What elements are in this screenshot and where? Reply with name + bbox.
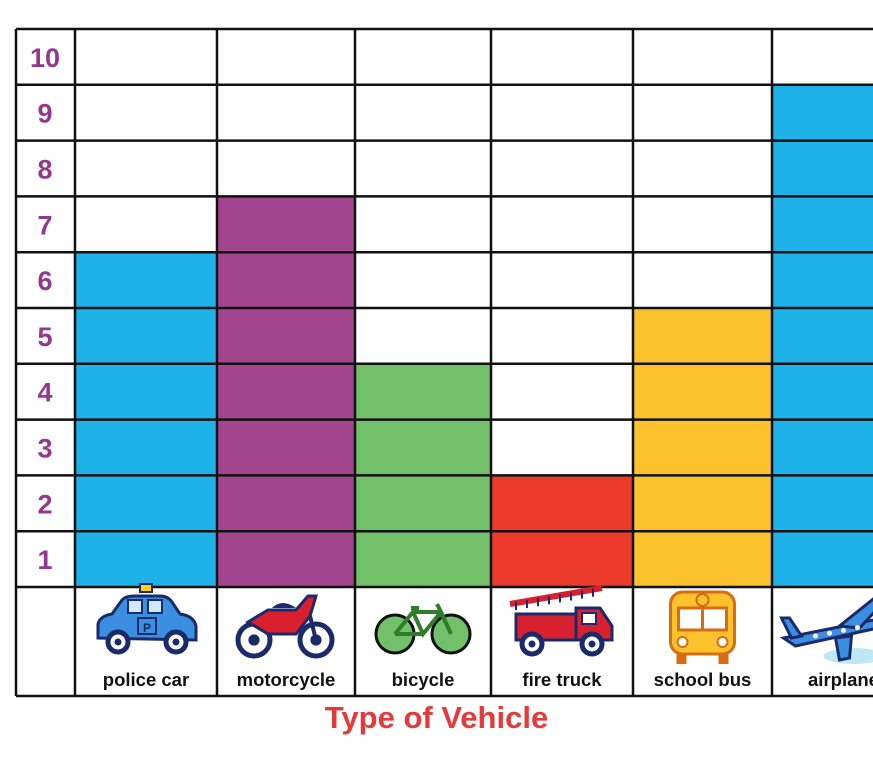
bar-airplane: [772, 85, 873, 587]
y-tick-label: 3: [37, 434, 52, 464]
y-tick-label: 6: [37, 266, 52, 296]
category-labels: police car motorcycle bicycle fire truck sch…: [103, 669, 873, 690]
y-tick-label: 5: [37, 322, 52, 352]
vehicle-icons: P: [98, 584, 873, 664]
school-bus-icon: [671, 592, 735, 664]
category-label: airplane: [808, 669, 873, 690]
category-label: police car: [103, 669, 189, 690]
category-label: bicycle: [392, 669, 455, 690]
y-tick-label: 4: [37, 378, 52, 408]
svg-text:P: P: [143, 621, 151, 635]
y-tick-label: 10: [30, 43, 60, 73]
airplane-icon: [782, 594, 873, 664]
y-tick-label: 9: [37, 99, 52, 129]
category-label: motorcycle: [237, 669, 336, 690]
fire-truck-icon: [510, 588, 612, 654]
y-tick-label: 7: [37, 210, 52, 240]
y-tick-label: 8: [37, 155, 52, 185]
bars-layer: [75, 85, 873, 587]
category-label: school bus: [654, 669, 752, 690]
bar-school-bus: [633, 308, 772, 587]
bar-motorcycle: [217, 196, 355, 587]
y-tick-label: 2: [37, 489, 52, 519]
y-tick-label: 1: [37, 545, 52, 575]
motorcycle-icon: [238, 596, 332, 656]
category-label: fire truck: [522, 669, 602, 690]
x-axis-label: Type of Vehicle: [0, 700, 873, 736]
police-car-icon: P: [98, 584, 196, 652]
bicycle-icon: [376, 604, 470, 653]
